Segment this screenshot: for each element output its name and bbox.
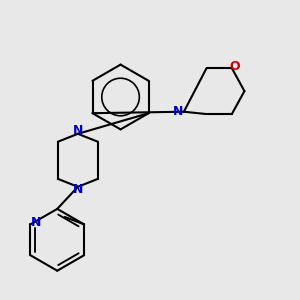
Text: N: N xyxy=(31,216,41,230)
Text: N: N xyxy=(173,105,184,118)
Text: O: O xyxy=(230,60,240,73)
Text: N: N xyxy=(73,183,83,196)
Text: N: N xyxy=(73,124,83,137)
